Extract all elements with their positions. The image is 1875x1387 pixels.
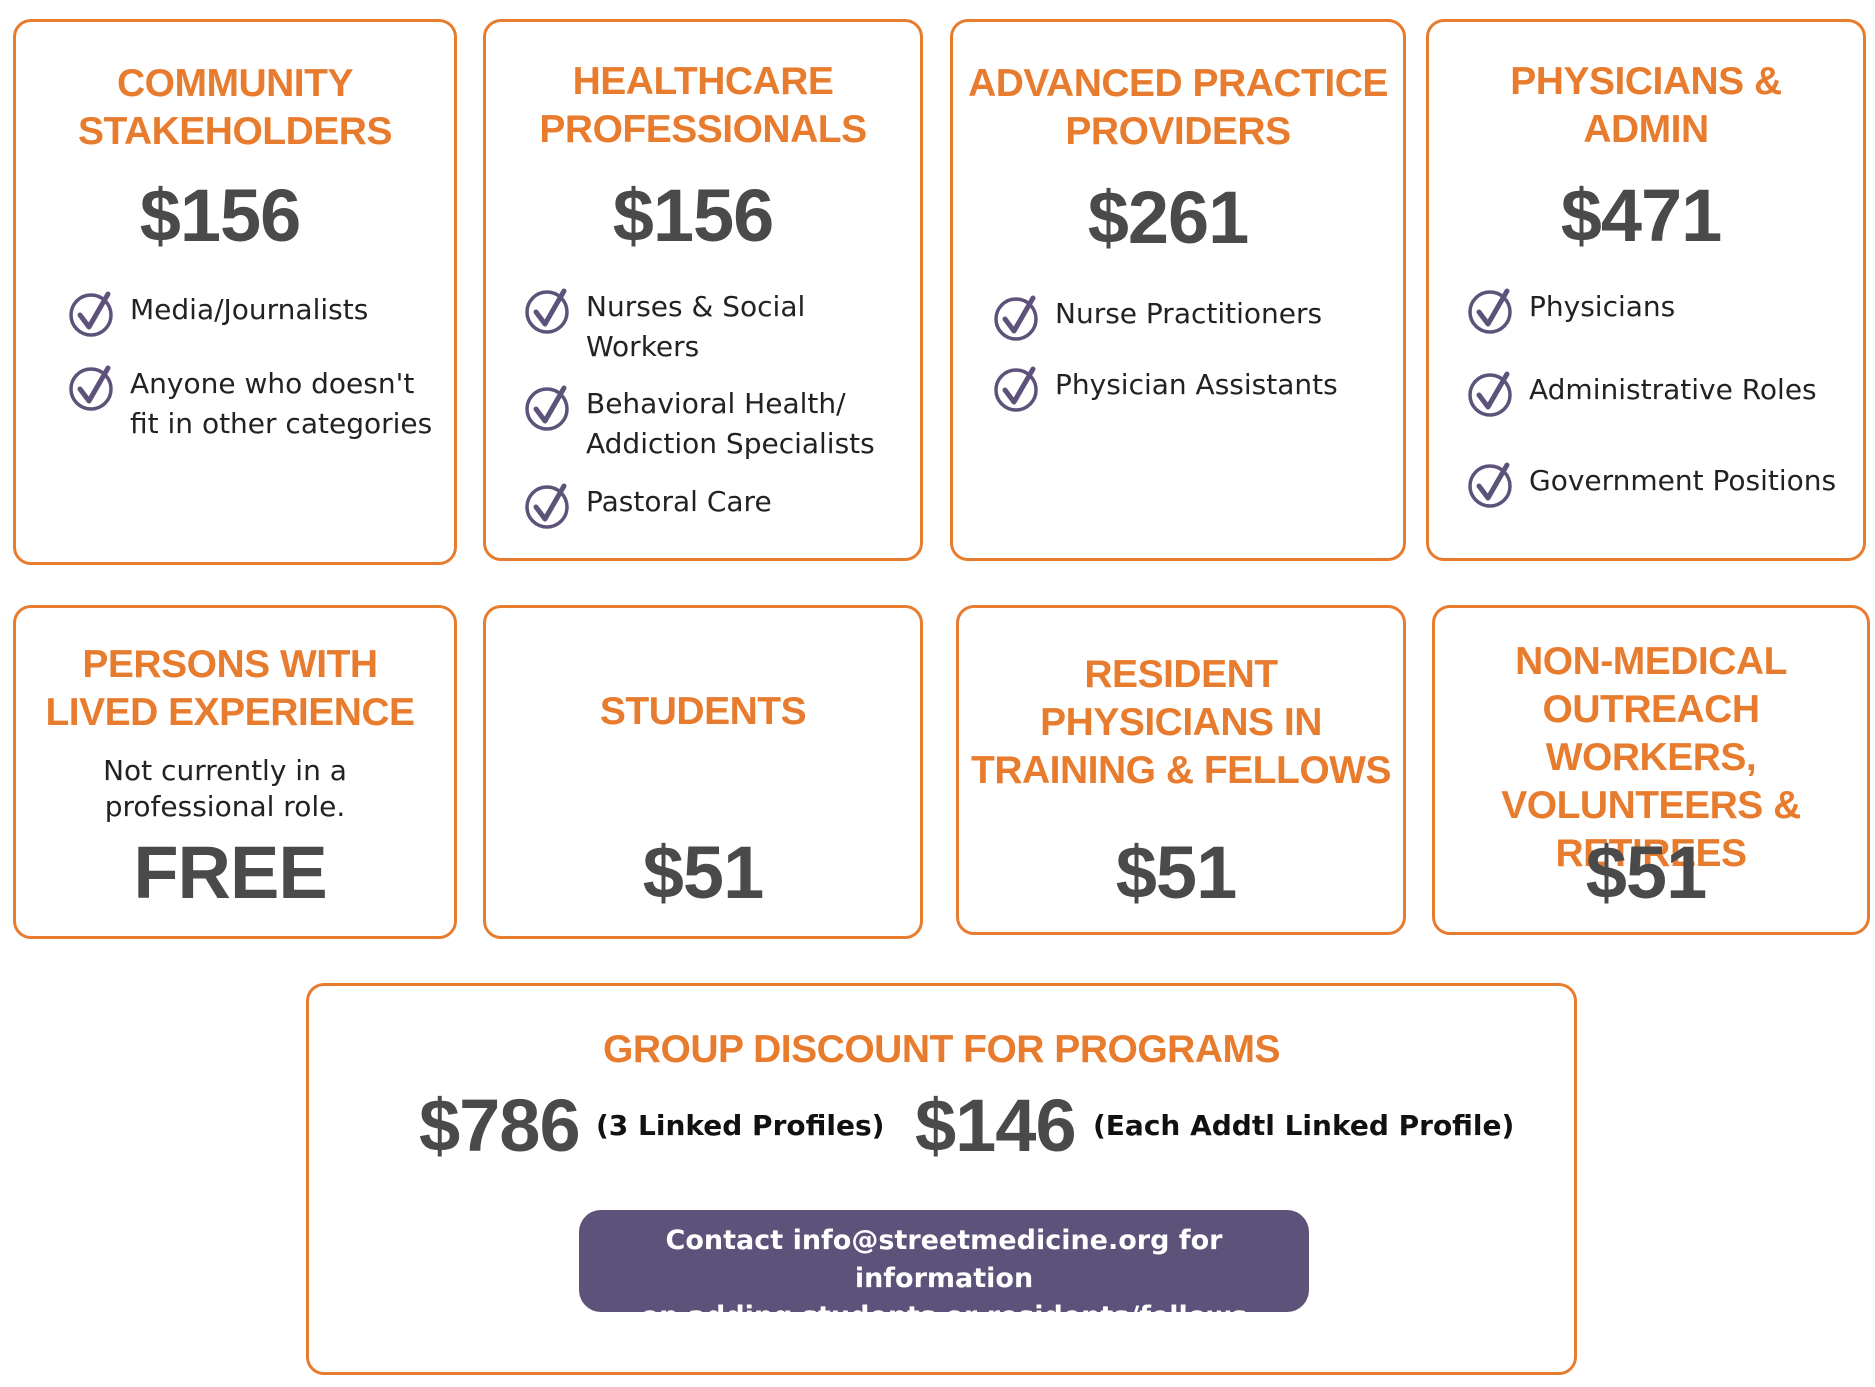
- card-persons-lived-experience: PERSONS WITH LIVED EXPERIENCE Not curren…: [13, 605, 457, 939]
- list-item-label: Government Positions: [1529, 464, 1837, 497]
- card-students: STUDENTS $51: [483, 605, 923, 939]
- card-non-medical-outreach: NON-MEDICAL OUTREACH WORKERS, VOLUNTEERS…: [1432, 605, 1870, 935]
- list-item: Physicians: [1467, 285, 1675, 335]
- list-item: Administrative Roles: [1467, 368, 1817, 418]
- check-circle-icon: [69, 365, 113, 411]
- card-title: PERSONS WITH LIVED EXPERIENCE: [45, 643, 415, 734]
- card-price: $471: [1560, 174, 1723, 257]
- group-title: GROUP DISCOUNT FOR PROGRAMS: [603, 1028, 1280, 1071]
- list-item-label: Media/Journalists: [130, 293, 369, 326]
- card-price: $156: [139, 174, 302, 257]
- list-item-label: Pastoral Care: [586, 485, 772, 518]
- check-circle-icon: [525, 288, 569, 334]
- card-resident-physicians: RESIDENT PHYSICIANS IN TRAINING & FELLOW…: [956, 605, 1406, 935]
- list-item: Physician Assistants: [993, 363, 1338, 413]
- list-item: Media/Journalists: [68, 288, 368, 338]
- group-price-additional-note: (Each Addtl Linked Profile): [1093, 1109, 1515, 1142]
- card-physicians-admin: PHYSICIANS & ADMIN $471 Physicians Admin…: [1426, 19, 1866, 561]
- check-circle-icon: [69, 291, 113, 337]
- group-price-additional: $146: [915, 1084, 1077, 1167]
- card-price: $51: [642, 831, 764, 914]
- list-item-label: Nurses & Social Workers: [586, 290, 806, 363]
- list-item: Pastoral Care: [524, 480, 772, 530]
- check-circle-icon: [1468, 288, 1512, 334]
- check-circle-icon: [994, 366, 1038, 412]
- list-item-label: Physicians: [1529, 290, 1676, 323]
- card-title: HEALTHCARE PROFESSIONALS: [539, 60, 867, 151]
- check-circle-icon: [994, 295, 1038, 341]
- card-group-discount: GROUP DISCOUNT FOR PROGRAMS $786 (3 Link…: [306, 983, 1577, 1375]
- group-price-base: $786: [419, 1084, 581, 1167]
- contact-info-button[interactable]: Contact info@streetmedicine.org for info…: [579, 1210, 1309, 1332]
- list-item: Nurse Practitioners: [993, 292, 1322, 342]
- card-title: ADVANCED PRACTICE PROVIDERS: [968, 62, 1388, 153]
- list-item: Government Positions: [1467, 459, 1836, 509]
- list-item-label: Physician Assistants: [1055, 368, 1338, 401]
- group-price-base-note: (3 Linked Profiles): [596, 1109, 885, 1142]
- card-price: $51: [1115, 831, 1237, 914]
- card-note: Not currently in a professional role.: [103, 754, 347, 823]
- card-community-stakeholders: COMMUNITY STAKEHOLDERS $156 Media/Journa…: [13, 19, 457, 565]
- card-title: COMMUNITY STAKEHOLDERS: [78, 62, 392, 153]
- list-item-label: Anyone who doesn't fit in other categori…: [130, 367, 433, 440]
- card-price: FREE: [133, 831, 327, 914]
- check-circle-icon: [1468, 462, 1512, 508]
- card-title: RESIDENT PHYSICIANS IN TRAINING & FELLOW…: [971, 653, 1391, 792]
- card-price: $51: [1585, 831, 1707, 914]
- list-item: Behavioral Health/ Addiction Specialists: [524, 382, 875, 464]
- list-item-label: Administrative Roles: [1529, 373, 1817, 406]
- card-title: NON-MEDICAL OUTREACH WORKERS, VOLUNTEERS…: [1501, 640, 1801, 875]
- card-title: PHYSICIANS & ADMIN: [1510, 60, 1782, 151]
- list-item: Anyone who doesn't fit in other categori…: [68, 362, 432, 444]
- check-circle-icon: [525, 483, 569, 529]
- list-item-label: Nurse Practitioners: [1055, 297, 1323, 330]
- card-title: STUDENTS: [599, 690, 807, 733]
- check-circle-icon: [1468, 371, 1512, 417]
- card-price: $261: [1087, 176, 1250, 259]
- list-item: Nurses & Social Workers: [524, 285, 805, 367]
- check-circle-icon: [525, 385, 569, 431]
- list-item-label: Behavioral Health/ Addiction Specialists: [586, 387, 875, 460]
- card-price: $156: [612, 174, 775, 257]
- card-advanced-practice-providers: ADVANCED PRACTICE PROVIDERS $261 Nurse P…: [950, 19, 1406, 561]
- card-healthcare-professionals: HEALTHCARE PROFESSIONALS $156 Nurses & S…: [483, 19, 923, 561]
